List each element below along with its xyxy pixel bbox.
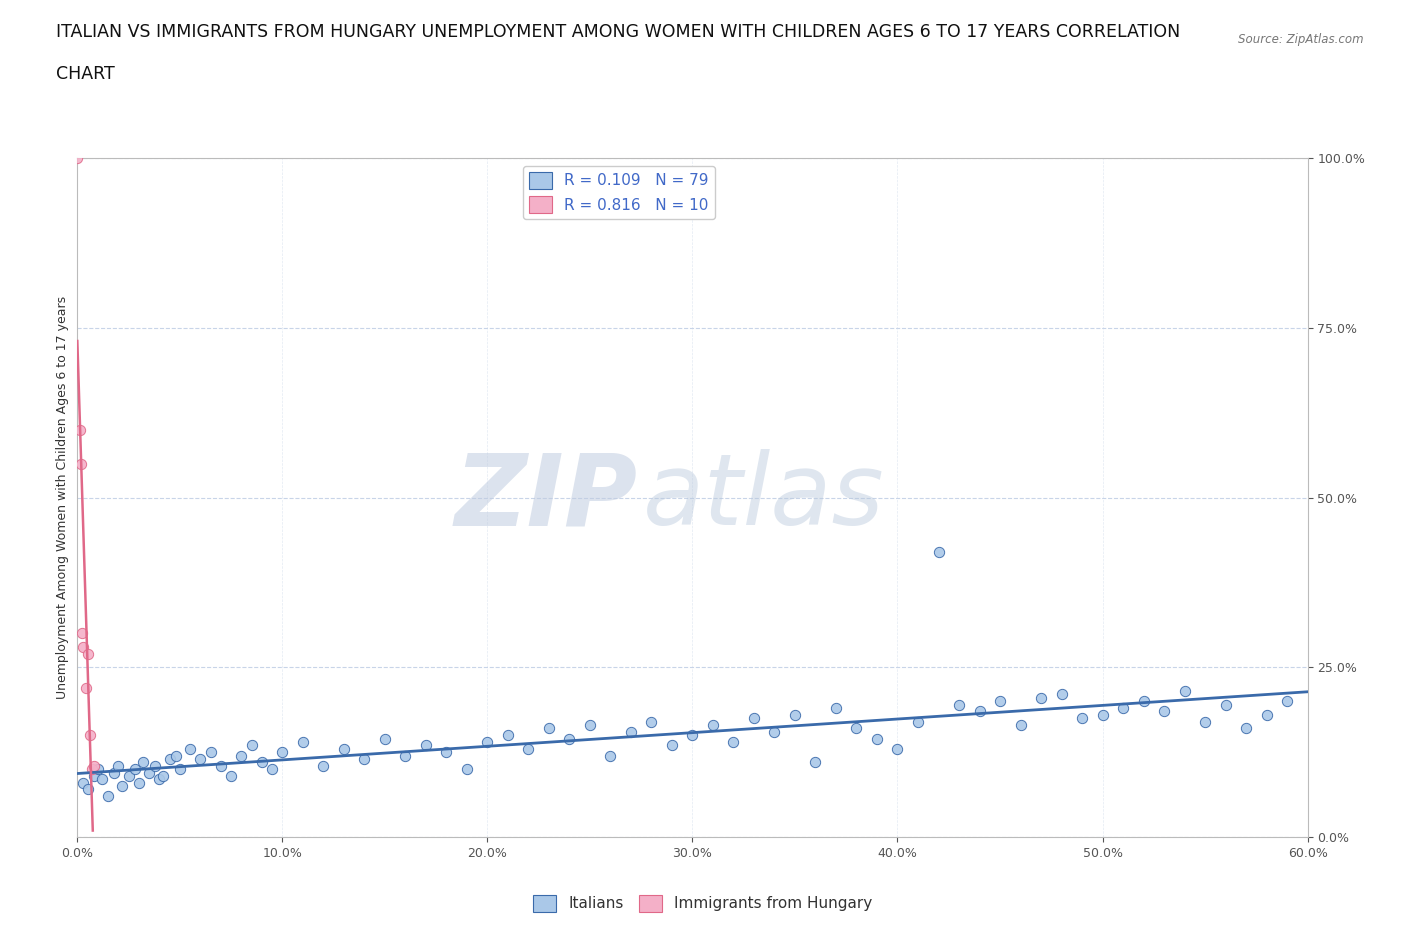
Point xyxy=(1194,714,1216,729)
Point xyxy=(599,748,621,763)
Point xyxy=(219,768,242,783)
Point xyxy=(138,765,160,780)
Point xyxy=(353,751,375,766)
Point xyxy=(1071,711,1094,725)
Text: atlas: atlas xyxy=(644,449,884,546)
Point xyxy=(1256,708,1278,723)
Point xyxy=(886,741,908,756)
Point xyxy=(117,768,139,783)
Point xyxy=(240,737,263,752)
Point xyxy=(1112,700,1135,715)
Point xyxy=(1050,687,1073,702)
Point xyxy=(537,721,560,736)
Legend: Italians, Immigrants from Hungary: Italians, Immigrants from Hungary xyxy=(527,889,879,918)
Text: CHART: CHART xyxy=(56,65,115,83)
Point xyxy=(72,776,94,790)
Point xyxy=(415,737,437,752)
Point xyxy=(1029,690,1052,705)
Point xyxy=(165,748,187,763)
Point xyxy=(124,762,146,777)
Point xyxy=(90,772,114,787)
Point xyxy=(76,646,98,661)
Point xyxy=(456,762,478,777)
Point xyxy=(988,694,1011,709)
Point xyxy=(1153,704,1175,719)
Point xyxy=(250,755,273,770)
Point xyxy=(103,765,125,780)
Point xyxy=(1010,718,1032,733)
Point xyxy=(825,700,848,715)
Point xyxy=(661,737,683,752)
Point xyxy=(394,748,416,763)
Point xyxy=(80,762,103,777)
Point xyxy=(1091,708,1114,723)
Point xyxy=(907,714,929,729)
Point xyxy=(333,741,356,756)
Point xyxy=(640,714,662,729)
Point xyxy=(143,758,166,773)
Point xyxy=(66,151,89,166)
Point xyxy=(231,748,253,763)
Point xyxy=(97,789,120,804)
Point xyxy=(436,745,458,760)
Point xyxy=(928,544,950,559)
Point xyxy=(948,698,970,712)
Point xyxy=(477,735,499,750)
Point xyxy=(72,640,94,655)
Point xyxy=(128,776,150,790)
Point xyxy=(804,755,827,770)
Y-axis label: Unemployment Among Women with Children Ages 6 to 17 years: Unemployment Among Women with Children A… xyxy=(56,296,69,699)
Point xyxy=(496,727,519,742)
Point xyxy=(291,735,314,750)
Point xyxy=(558,731,581,746)
Point xyxy=(866,731,889,746)
Point xyxy=(209,758,232,773)
Text: ZIP: ZIP xyxy=(454,449,637,546)
Point xyxy=(75,680,97,695)
Point xyxy=(845,721,868,736)
Text: ITALIAN VS IMMIGRANTS FROM HUNGARY UNEMPLOYMENT AMONG WOMEN WITH CHILDREN AGES 6: ITALIAN VS IMMIGRANTS FROM HUNGARY UNEMP… xyxy=(56,23,1181,41)
Point xyxy=(179,741,201,756)
Point xyxy=(517,741,540,756)
Point xyxy=(148,772,170,787)
Point xyxy=(1275,694,1298,709)
Point xyxy=(1132,694,1154,709)
Point xyxy=(69,422,91,437)
Point xyxy=(374,731,396,746)
Point xyxy=(169,762,191,777)
Legend: R = 0.109   N = 79, R = 0.816   N = 10: R = 0.109 N = 79, R = 0.816 N = 10 xyxy=(523,166,714,219)
Point xyxy=(72,626,94,641)
Point xyxy=(579,718,602,733)
Point xyxy=(159,751,181,766)
Point xyxy=(783,708,806,723)
Point xyxy=(271,745,294,760)
Point xyxy=(83,768,105,783)
Point xyxy=(70,457,93,472)
Point xyxy=(1215,698,1237,712)
Point xyxy=(188,751,212,766)
Point xyxy=(152,768,174,783)
Point xyxy=(83,758,105,773)
Point xyxy=(111,778,134,793)
Point xyxy=(312,758,335,773)
Point xyxy=(76,782,98,797)
Point xyxy=(107,758,129,773)
Point xyxy=(723,735,745,750)
Point xyxy=(200,745,222,760)
Point xyxy=(763,724,786,739)
Point xyxy=(682,727,704,742)
Text: Source: ZipAtlas.com: Source: ZipAtlas.com xyxy=(1239,33,1364,46)
Point xyxy=(1174,684,1197,698)
Point xyxy=(702,718,724,733)
Point xyxy=(1234,721,1257,736)
Point xyxy=(742,711,765,725)
Point xyxy=(79,727,101,742)
Point xyxy=(132,755,155,770)
Point xyxy=(262,762,284,777)
Point xyxy=(620,724,643,739)
Point xyxy=(87,762,110,777)
Point xyxy=(969,704,991,719)
